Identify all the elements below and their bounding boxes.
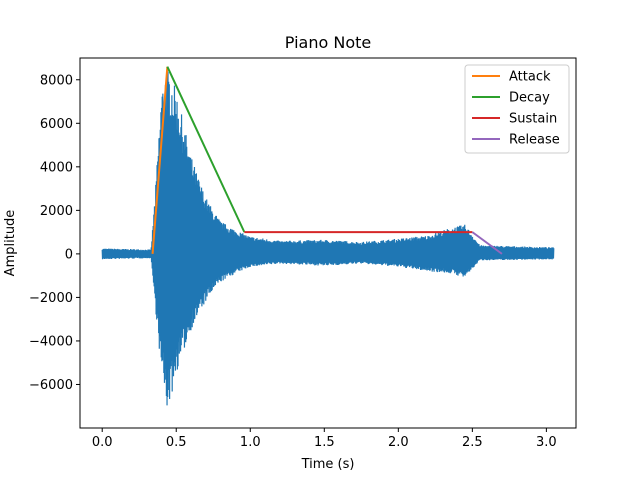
y-tick-label: 0 — [65, 247, 73, 262]
legend: Attack Decay Sustain Release — [464, 64, 570, 154]
x-axis: 0.0 0.5 1.0 1.5 2.0 2.5 3.0 — [92, 428, 557, 450]
decay-series-line — [166, 66, 246, 233]
envelope-series-layer — [151, 66, 503, 255]
legend-box — [464, 64, 570, 154]
plot-frame — [79, 57, 577, 429]
release-series-line — [471, 231, 503, 255]
waveform-layer — [101, 71, 555, 406]
x-axis-label: Time (s) — [301, 457, 355, 472]
chart-title: Piano Note — [285, 33, 371, 52]
y-tick-label: 8000 — [40, 73, 73, 88]
y-tick-label: −4000 — [29, 334, 73, 349]
y-tick-label: −2000 — [29, 291, 73, 306]
x-tick-label: 0.0 — [92, 435, 113, 450]
x-tick-label: 1.0 — [240, 435, 261, 450]
waveform-line — [101, 71, 555, 406]
x-tick-label: 2.5 — [462, 435, 483, 450]
release-legend-label: Release — [509, 133, 560, 148]
plot-area — [101, 66, 555, 406]
x-tick-label: 1.5 — [314, 435, 335, 450]
y-axis: −6000 −4000 −2000 0 2000 4000 6000 8000 — [29, 73, 80, 393]
decay-legend-label: Decay — [509, 91, 550, 106]
sustain-legend-label: Sustain — [509, 112, 557, 127]
y-tick-label: 2000 — [40, 204, 73, 219]
attack-legend-label: Attack — [509, 70, 551, 85]
y-tick-label: 6000 — [40, 117, 73, 132]
y-tick-label: 4000 — [40, 160, 73, 175]
x-tick-label: 3.0 — [536, 435, 557, 450]
attack-series-line — [151, 66, 169, 254]
x-tick-label: 2.0 — [388, 435, 409, 450]
x-tick-label: 0.5 — [166, 435, 187, 450]
y-axis-label: Amplitude — [3, 210, 18, 277]
y-tick-label: −6000 — [29, 378, 73, 393]
